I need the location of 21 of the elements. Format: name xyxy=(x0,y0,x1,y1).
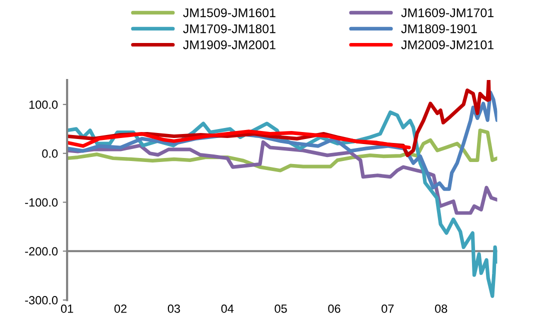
x-tick-label: 06 xyxy=(328,304,340,313)
x-tick-label: 05 xyxy=(274,304,287,313)
legend-label: JM1709-JM1801 xyxy=(183,24,276,34)
x-tick-label: 07 xyxy=(382,304,394,313)
line-series xyxy=(67,140,498,215)
x-tick-label: 03 xyxy=(168,304,180,313)
x-tick-label: 04 xyxy=(221,304,234,313)
legend-label: JM1809-1901 xyxy=(401,24,477,34)
y-tick-label: -100.0 xyxy=(25,198,58,207)
y-tick-label: -300.0 xyxy=(25,296,58,304)
legend-label: JM1609-JM1701 xyxy=(401,8,494,18)
legend-label: JM1909-JM2001 xyxy=(183,40,276,50)
y-tick-label: -200.0 xyxy=(25,247,58,256)
x-tick-label: 08 xyxy=(434,304,448,313)
y-tick-label: 100.0 xyxy=(29,100,58,109)
x-tick-label: 02 xyxy=(114,304,126,313)
legend-label: JM2009-JM2101 xyxy=(401,40,494,50)
legend-label: JM1509-JM1601 xyxy=(183,8,276,18)
y-tick-label: 0.0 xyxy=(42,149,58,158)
line-series xyxy=(67,130,411,150)
x-tick-label: 01 xyxy=(60,304,74,313)
